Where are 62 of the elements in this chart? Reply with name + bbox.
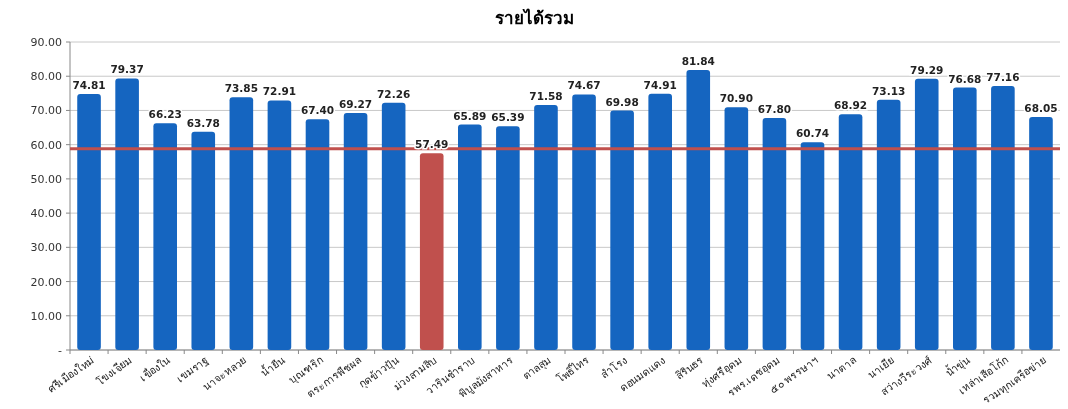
- bar: [458, 124, 482, 350]
- data-label: 77.16: [986, 70, 1020, 83]
- data-label: 73.85: [224, 82, 258, 95]
- bar: [876, 99, 901, 350]
- y-tick-label: 20.00: [30, 275, 62, 289]
- bar: [762, 117, 787, 350]
- y-tick-label: 70.00: [30, 104, 62, 118]
- bar: [305, 119, 330, 350]
- bar: [191, 131, 216, 350]
- data-label: 67.80: [757, 102, 792, 115]
- data-label: 76.68: [948, 72, 982, 85]
- data-label: 73.13: [872, 84, 906, 97]
- data-label: 69.98: [605, 95, 639, 108]
- data-label: 81.84: [681, 54, 715, 67]
- data-label: 74.67: [567, 79, 601, 92]
- data-label: 79.29: [910, 63, 944, 76]
- data-label: 65.89: [453, 109, 487, 122]
- data-label: 67.40: [300, 104, 335, 117]
- bar: [496, 126, 520, 350]
- bar: [153, 123, 177, 350]
- bar: [419, 153, 444, 350]
- y-tick-label: 80.00: [30, 70, 62, 84]
- data-label: 71.58: [529, 90, 563, 103]
- y-tick-label: 90.00: [30, 36, 62, 49]
- data-label: 72.26: [377, 87, 411, 100]
- bar: [686, 69, 711, 350]
- bar: [77, 93, 101, 350]
- bar: [648, 93, 672, 350]
- bar: [914, 78, 939, 350]
- bar: [229, 97, 254, 350]
- data-label: 79.37: [110, 63, 144, 76]
- y-tick-label: 10.00: [30, 309, 62, 323]
- data-label: 74.81: [72, 78, 106, 91]
- data-label: 65.39: [491, 111, 525, 124]
- bar: [115, 78, 139, 350]
- data-label: 66.23: [148, 108, 182, 121]
- y-tick-label: 60.00: [30, 138, 62, 152]
- data-label: 68.92: [833, 99, 868, 112]
- y-tick-label: -: [58, 344, 63, 357]
- chart-title: รายได้รวม: [494, 8, 574, 28]
- y-tick-label: 30.00: [30, 241, 62, 255]
- bar: [572, 94, 596, 350]
- data-label: 60.74: [795, 127, 830, 140]
- data-label: 63.78: [186, 116, 220, 129]
- data-label: 70.90: [719, 92, 753, 105]
- data-label: 74.91: [643, 78, 677, 91]
- bar: [1029, 117, 1053, 350]
- data-label: 69.27: [338, 97, 373, 110]
- data-label: 68.05: [1024, 102, 1058, 115]
- bar: [343, 112, 368, 350]
- y-tick-label: 40.00: [30, 207, 62, 221]
- bar: [800, 142, 825, 350]
- bar: [610, 110, 634, 350]
- bar: [724, 107, 749, 350]
- bar: [991, 85, 1015, 350]
- bar: [381, 102, 406, 350]
- y-tick-label: 50.00: [30, 172, 62, 186]
- bar: [267, 100, 292, 350]
- bar: [534, 105, 558, 350]
- bar: [953, 87, 977, 350]
- data-label: 72.91: [262, 85, 297, 98]
- bar: [838, 114, 863, 350]
